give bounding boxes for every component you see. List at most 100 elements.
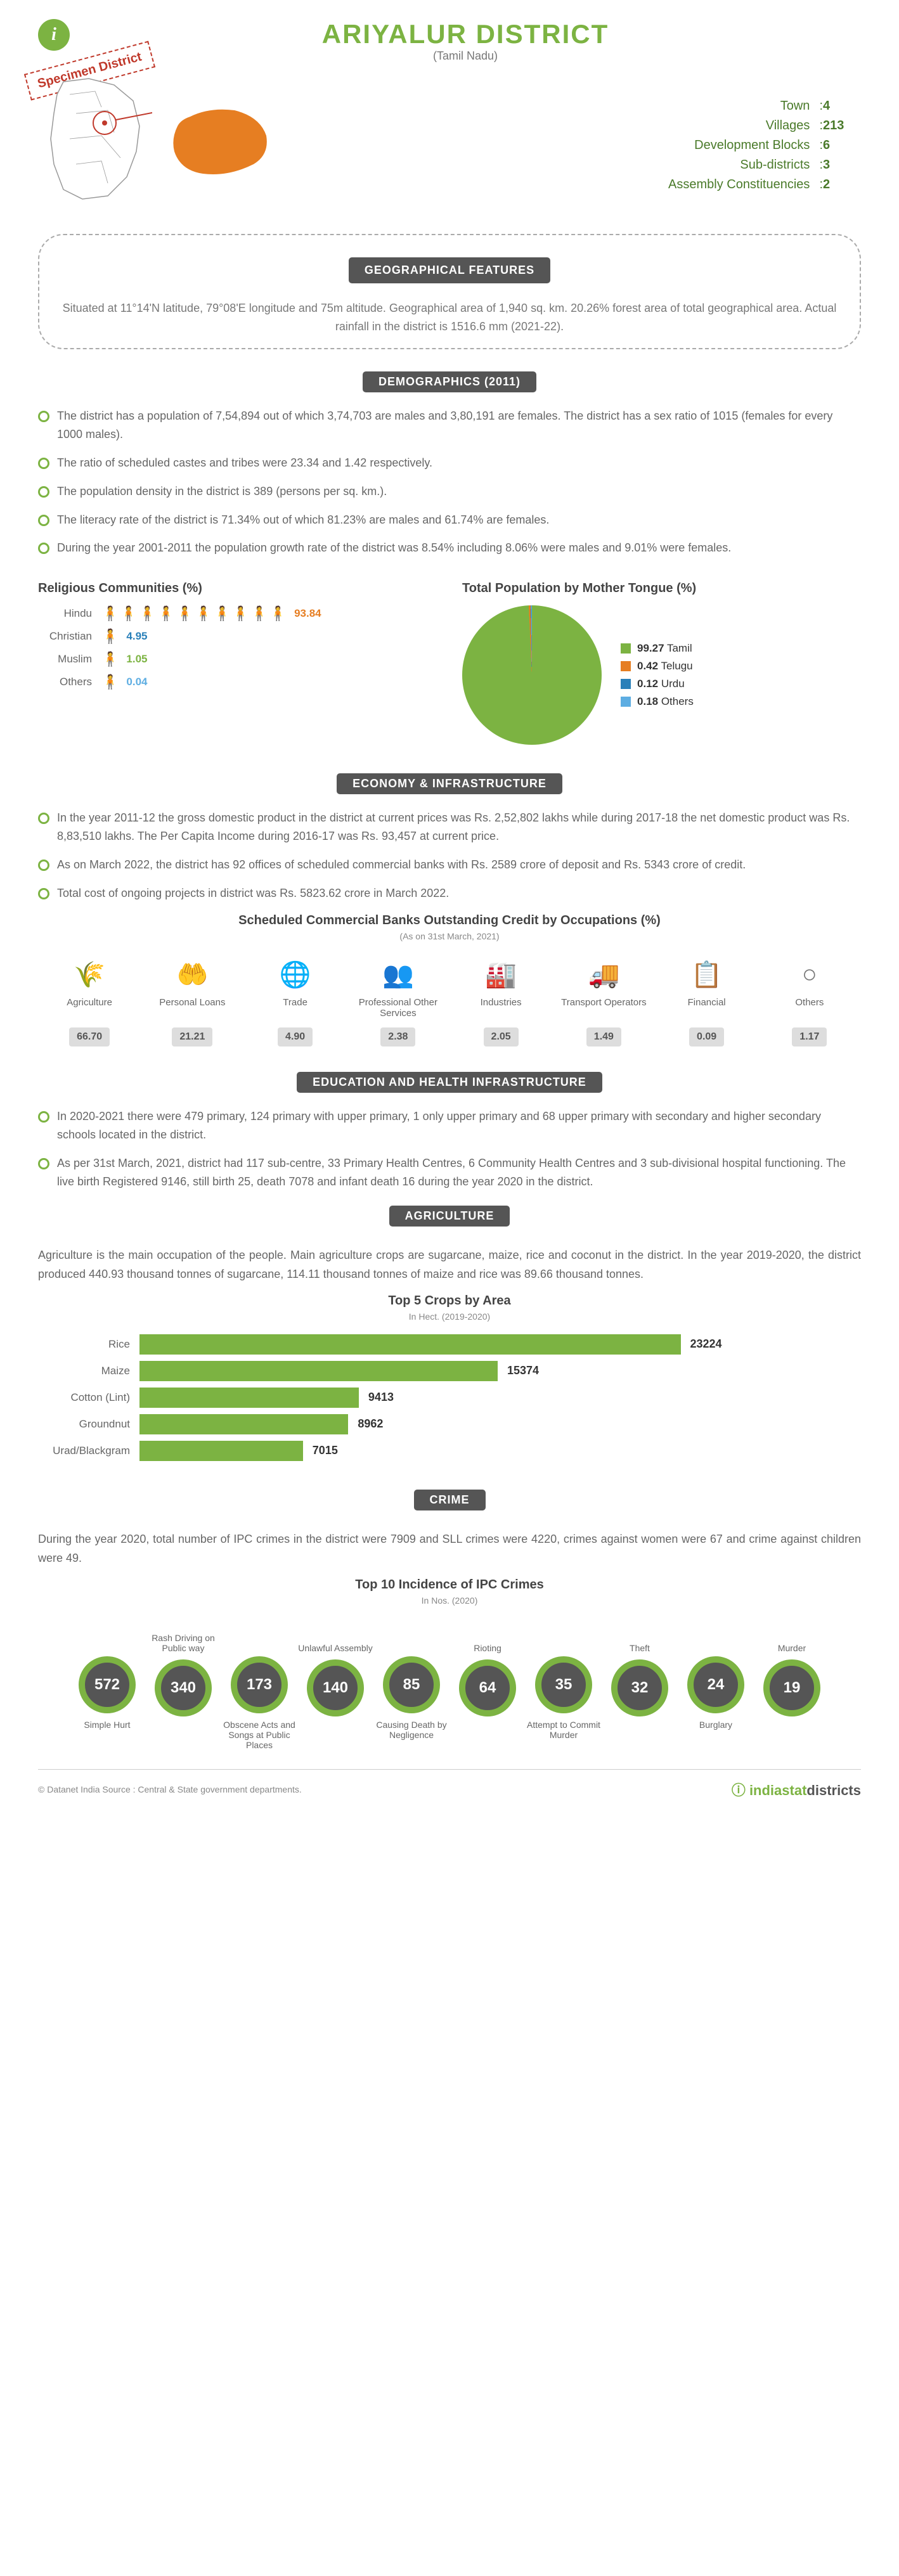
crop-bar (139, 1441, 303, 1461)
stat-value: 213 (823, 119, 861, 133)
bank-item: 🌐Trade4.90 (244, 957, 347, 1046)
crime-circle: 173 (231, 1656, 288, 1713)
crime-circle: 140 (307, 1659, 364, 1716)
state-map-icon (38, 75, 152, 202)
agri-chart-note: In Hect. (2019-2020) (38, 1311, 861, 1322)
crop-value: 8962 (358, 1417, 383, 1431)
agri-chart-title: Top 5 Crops by Area (38, 1294, 861, 1308)
crime-item: Rioting 64 (450, 1625, 526, 1750)
bank-icon: 🏭 (453, 957, 549, 992)
crime-circle: 64 (459, 1659, 516, 1716)
stat-value: 4 (823, 99, 861, 113)
bank-item: 📋Financial0.09 (656, 957, 758, 1046)
bullet-item: In the year 2011-12 the gross domestic p… (38, 804, 861, 851)
crime-chart-note: In Nos. (2020) (38, 1595, 861, 1606)
map-box (38, 75, 279, 215)
legend-text: 99.27 Tamil (637, 642, 692, 655)
person-icon: 🧍 (101, 651, 119, 667)
state-subtitle: (Tamil Nadu) (70, 49, 861, 63)
crops-bar-chart: Rice23224Maize15374Cotton (Lint)9413Grou… (38, 1334, 861, 1461)
eduhealth-heading: EDUCATION AND HEALTH INFRASTRUCTURE (297, 1072, 602, 1093)
crop-value: 7015 (313, 1444, 338, 1457)
crime-circle: 24 (687, 1656, 744, 1713)
legend-text: 0.12 Urdu (637, 678, 685, 690)
religion-chart: Hindu🧍🧍🧍🧍🧍🧍🧍🧍🧍🧍93.84Christian🧍4.95Muslim… (38, 605, 437, 690)
bullet-item: In 2020-2021 there were 479 primary, 124… (38, 1102, 861, 1149)
person-icon: 🧍 (101, 605, 119, 622)
person-icon: 🧍 (101, 628, 119, 645)
banks-title: Scheduled Commercial Banks Outstanding C… (38, 913, 861, 928)
bank-icon: 👥 (350, 957, 446, 992)
demo-heading: DEMOGRAPHICS (2011) (363, 371, 536, 392)
crime-item: 24Burglary (678, 1656, 754, 1750)
bank-value: 4.90 (278, 1027, 313, 1046)
crime-label: Unlawful Assembly (297, 1625, 373, 1653)
bank-icon: ○ (761, 957, 858, 992)
crime-circle: 19 (763, 1659, 820, 1716)
crime-label: Attempt to Commit Murder (526, 1720, 602, 1740)
bullet-item: As on March 2022, the district has 92 of… (38, 851, 861, 879)
legend-text: 0.18 Others (637, 695, 694, 708)
bank-label: Industries (453, 997, 549, 1022)
bullet-item: During the year 2001-2011 the population… (38, 534, 861, 562)
crime-label: Causing Death by Negligence (373, 1720, 450, 1740)
crop-label: Groundnut (38, 1418, 139, 1431)
crop-bar (139, 1334, 681, 1355)
district-title: ARIYALUR DISTRICT (70, 19, 861, 49)
footer-source: © Datanet India Source : Central & State… (38, 1784, 302, 1794)
religion-label: Hindu (38, 607, 101, 620)
bank-label: Agriculture (41, 997, 138, 1022)
religion-label: Christian (38, 630, 101, 643)
crop-label: Cotton (Lint) (38, 1391, 139, 1404)
crime-circle: 572 (79, 1656, 136, 1713)
religion-value: 0.04 (126, 676, 147, 688)
person-icon: 🧍 (195, 605, 212, 622)
bank-item: 🤲Personal Loans21.21 (141, 957, 243, 1046)
crime-item: 173 Obscene Acts and Songs at Public Plac… (221, 1656, 297, 1750)
footer-logo: ⓘ indiastatdistricts (732, 1779, 861, 1800)
crime-label: Obscene Acts and Songs at Public Places (221, 1720, 297, 1750)
stat-value: 3 (823, 158, 861, 172)
bank-icon: 🤲 (144, 957, 240, 992)
crime-heading: CRIME (414, 1490, 486, 1510)
crime-label: Rash Driving on Public way (145, 1625, 221, 1653)
legend-swatch (621, 679, 631, 689)
religion-label: Others (38, 676, 101, 688)
crop-bar (139, 1414, 348, 1434)
economy-heading: ECONOMY & INFRASTRUCTURE (337, 773, 562, 794)
bank-item: 🌾Agriculture66.70 (38, 957, 141, 1046)
crime-item: 35Attempt to Commit Murder (526, 1656, 602, 1750)
crime-circle: 32 (611, 1659, 668, 1716)
crime-label: Rioting (450, 1625, 526, 1653)
bank-label: Others (761, 997, 858, 1022)
bank-value: 1.17 (792, 1027, 827, 1046)
tongue-title: Total Population by Mother Tongue (%) (462, 581, 861, 596)
header: i ARIYALUR DISTRICT (Tamil Nadu) (38, 19, 861, 63)
geo-heading: GEOGRAPHICAL FEATURES (349, 257, 550, 283)
agri-heading: AGRICULTURE (389, 1206, 510, 1227)
religion-label: Muslim (38, 653, 101, 666)
stat-value: 6 (823, 138, 861, 153)
bullet-item: The literacy rate of the district is 71.… (38, 506, 861, 534)
bank-value: 66.70 (69, 1027, 110, 1046)
legend-text: 0.42 Telugu (637, 660, 693, 673)
crime-item: Unlawful Assembly 140 (297, 1625, 373, 1750)
person-icon: 🧍 (269, 605, 287, 622)
bank-icon: 📋 (659, 957, 755, 992)
crime-label: Theft (602, 1625, 678, 1653)
crop-bar (139, 1388, 359, 1408)
crime-label: Simple Hurt (69, 1720, 145, 1730)
crime-item: 572 Simple Hurt (69, 1656, 145, 1750)
bank-item: 👥Professional Other Services2.38 (347, 957, 450, 1046)
person-icon: 🧍 (157, 605, 174, 622)
banks-note: (As on 31st March, 2021) (38, 931, 861, 941)
legend-swatch (621, 643, 631, 654)
crop-value: 23224 (690, 1337, 722, 1351)
crop-label: Urad/Blackgram (38, 1445, 139, 1457)
bullet-item: The district has a population of 7,54,89… (38, 402, 861, 449)
crop-bar (139, 1361, 498, 1381)
bank-value: 1.49 (586, 1027, 621, 1046)
crop-label: Maize (38, 1365, 139, 1377)
crime-item: Murder19 (754, 1625, 830, 1750)
bank-item: 🏭Industries2.05 (450, 957, 552, 1046)
